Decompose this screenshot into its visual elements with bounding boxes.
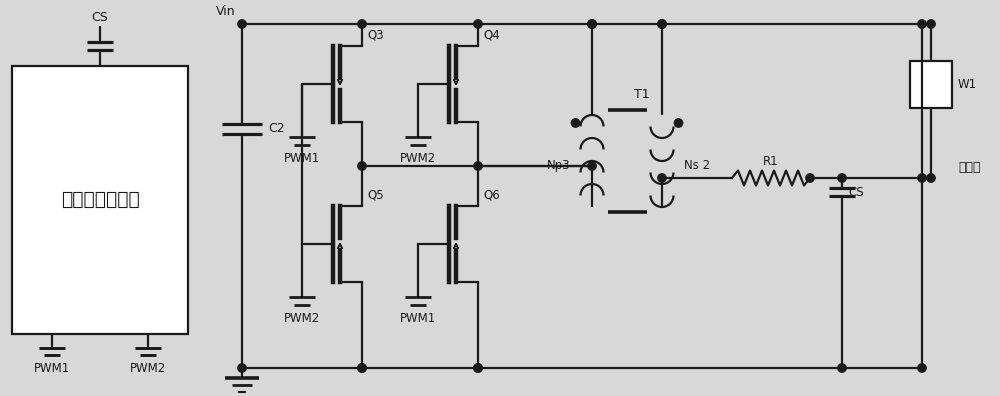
Circle shape: [918, 174, 926, 182]
Circle shape: [674, 119, 683, 127]
Circle shape: [358, 20, 366, 28]
Text: T1: T1: [634, 88, 650, 101]
Circle shape: [927, 174, 935, 182]
Text: C2: C2: [268, 122, 285, 135]
Circle shape: [588, 20, 596, 28]
Text: 雾化片: 雾化片: [958, 162, 980, 175]
Bar: [12, 66, 188, 334]
Circle shape: [358, 162, 366, 170]
Text: Q5: Q5: [367, 189, 384, 202]
Text: PWM2: PWM2: [130, 362, 166, 375]
Circle shape: [474, 364, 482, 372]
Text: Ns 2: Ns 2: [684, 160, 710, 173]
Text: 开关管控制电路: 开关管控制电路: [61, 190, 139, 209]
Circle shape: [658, 20, 666, 28]
Circle shape: [571, 119, 580, 127]
Text: CS: CS: [92, 11, 108, 23]
Text: Q4: Q4: [483, 29, 500, 42]
Text: PWM2: PWM2: [284, 312, 320, 326]
Circle shape: [658, 20, 666, 28]
Circle shape: [918, 364, 926, 372]
Circle shape: [474, 364, 482, 372]
Text: R1: R1: [763, 156, 779, 169]
Text: W1: W1: [958, 78, 977, 91]
Circle shape: [238, 364, 246, 372]
Text: Np3: Np3: [546, 160, 570, 173]
Circle shape: [918, 20, 926, 28]
Text: PWM1: PWM1: [400, 312, 436, 326]
Circle shape: [806, 174, 814, 182]
Circle shape: [838, 364, 846, 372]
Text: CS: CS: [848, 185, 864, 198]
Text: PWM1: PWM1: [34, 362, 70, 375]
Circle shape: [588, 20, 596, 28]
Text: PWM1: PWM1: [284, 152, 320, 166]
Circle shape: [927, 20, 935, 28]
Text: Vin: Vin: [216, 5, 236, 18]
Circle shape: [474, 162, 482, 170]
Bar: [910, 61, 952, 108]
Text: PWM2: PWM2: [400, 152, 436, 166]
Text: Q6: Q6: [483, 189, 500, 202]
Circle shape: [238, 20, 246, 28]
Circle shape: [474, 20, 482, 28]
Circle shape: [658, 174, 666, 182]
Circle shape: [838, 174, 846, 182]
Text: Q3: Q3: [367, 29, 384, 42]
Circle shape: [358, 364, 366, 372]
Circle shape: [588, 162, 596, 170]
Circle shape: [358, 364, 366, 372]
